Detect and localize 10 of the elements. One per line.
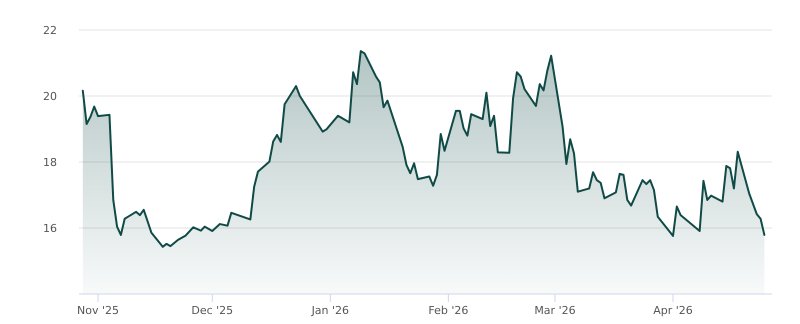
- x-tick-label: Jan '26: [310, 304, 350, 317]
- x-tick-label: Nov '25: [77, 304, 120, 317]
- y-tick-label: 16: [43, 222, 57, 235]
- y-tick-label: 22: [43, 24, 57, 37]
- x-tick-label: Feb '26: [428, 304, 468, 317]
- y-tick-label: 18: [43, 156, 57, 169]
- x-tick-label: Apr '26: [653, 304, 693, 317]
- y-tick-label: 20: [43, 90, 57, 103]
- x-tick-label: Dec '25: [191, 304, 234, 317]
- x-tick-label: Mar '26: [534, 304, 576, 317]
